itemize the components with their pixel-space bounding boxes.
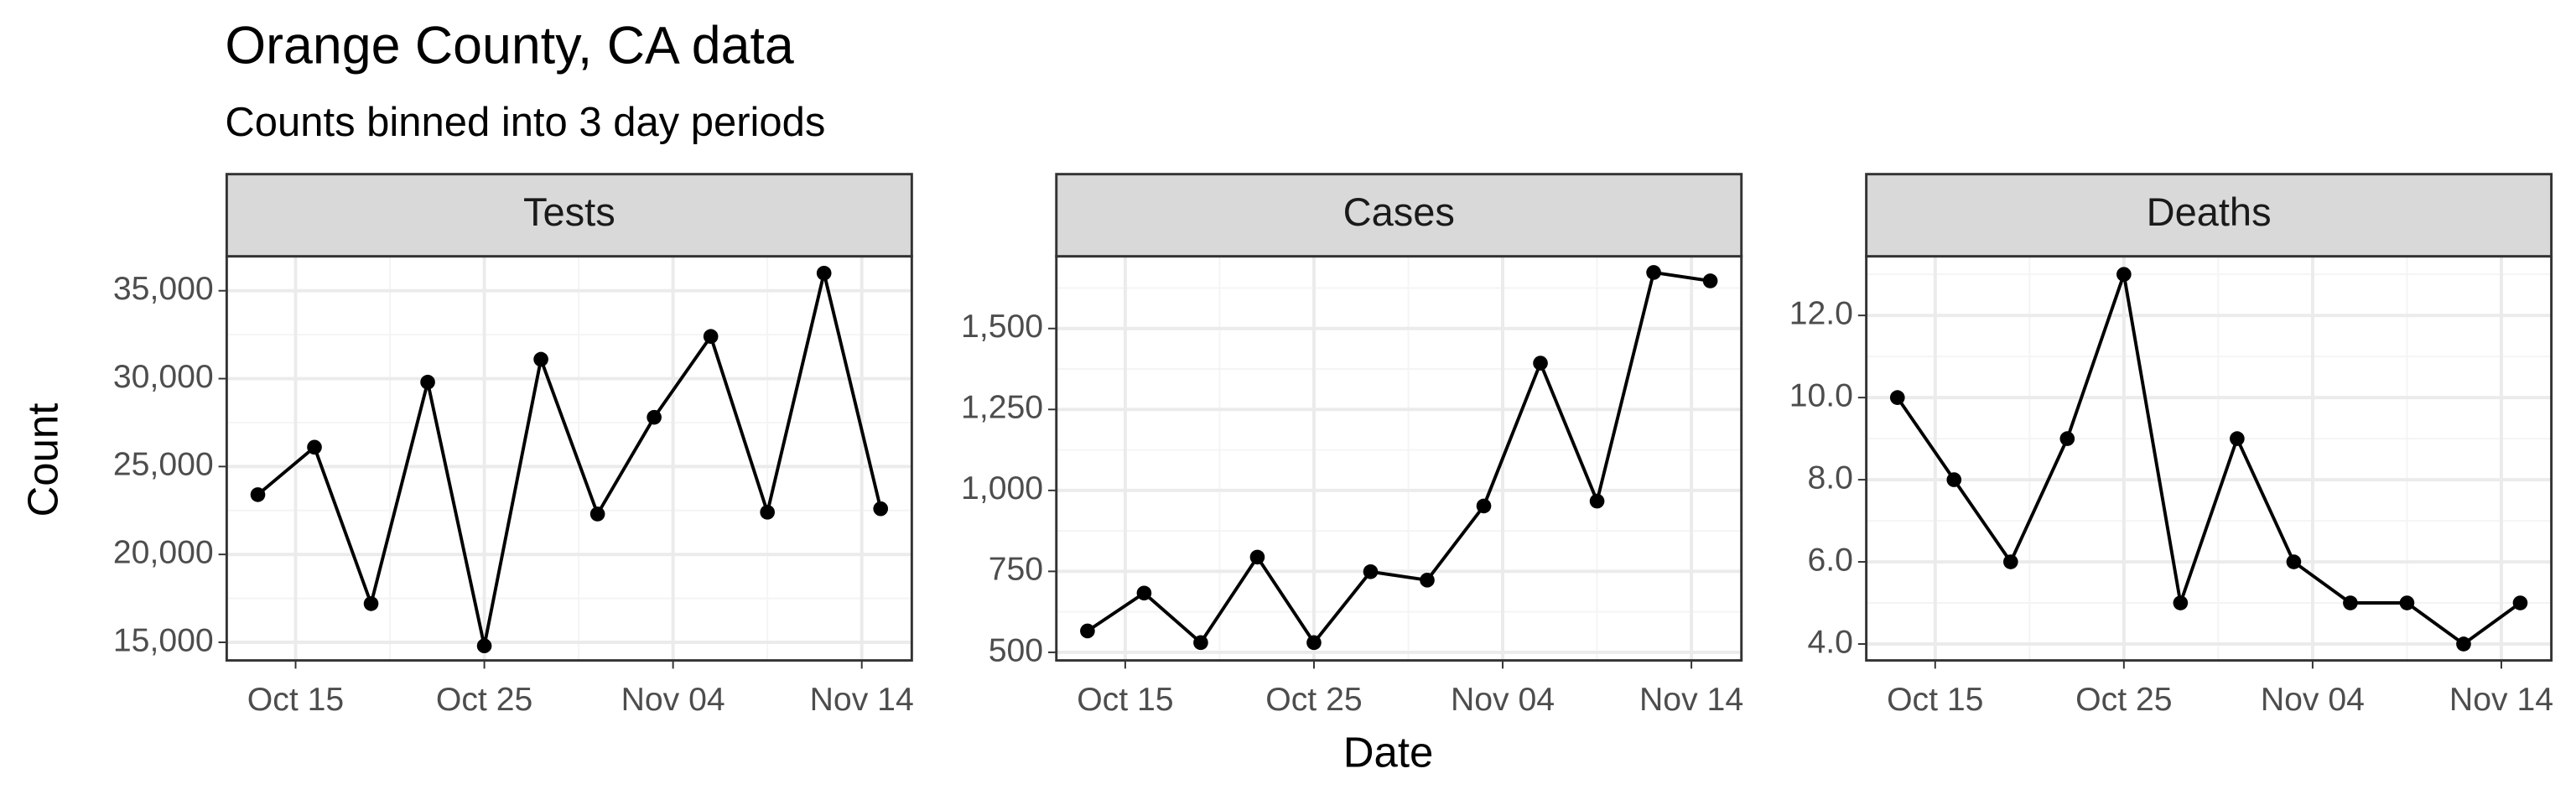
point: [1946, 472, 1962, 487]
y-tick-label: 500: [989, 632, 1043, 668]
x-tick-label: Nov 14: [1639, 682, 1743, 718]
point: [2399, 595, 2415, 610]
line: [257, 273, 883, 647]
y-tick-label: 30,000: [113, 359, 214, 395]
point: [816, 265, 832, 281]
point: [1193, 635, 1208, 651]
x-tick-label: Nov 04: [1451, 682, 1555, 718]
panel-background: [1056, 256, 1742, 661]
y-tick-label: 1,500: [961, 309, 1043, 345]
y-tick-label: 8.0: [1807, 460, 1852, 496]
point: [1249, 549, 1265, 565]
x-tick-label: Nov 14: [810, 682, 914, 718]
x-tick-label: Oct 15: [1887, 682, 1983, 718]
point: [873, 501, 889, 517]
point: [647, 409, 662, 425]
strip: [225, 173, 913, 258]
subtitle: Counts binned into 3 day periods: [225, 100, 825, 145]
point: [1476, 498, 1492, 514]
y-axis-label: Count: [18, 403, 66, 517]
point: [1080, 623, 1095, 639]
y-tick-label: 12.0: [1789, 296, 1853, 332]
point: [1306, 635, 1322, 651]
point: [2456, 636, 2471, 652]
y-tick-label: 1,250: [961, 390, 1043, 426]
panel-background: [226, 256, 912, 661]
point: [2343, 595, 2358, 610]
point: [363, 596, 379, 611]
y-tick-label: 750: [989, 552, 1043, 588]
strip-label: Deaths: [2147, 190, 2272, 234]
y-tick-label: 4.0: [1807, 624, 1852, 660]
title: Orange County, CA data: [225, 16, 793, 75]
point: [1646, 265, 1661, 280]
point: [420, 374, 435, 390]
point: [1702, 273, 1718, 288]
x-tick-label: Nov 04: [621, 682, 725, 718]
y-tick-label: 10.0: [1789, 377, 1853, 413]
strip-label: Tests: [523, 190, 615, 234]
point: [703, 329, 719, 345]
panel-background: [1866, 256, 2552, 661]
x-tick-label: Oct 15: [247, 682, 344, 718]
x-tick-label: Oct 25: [436, 682, 532, 718]
line: [1086, 270, 1711, 646]
point: [589, 506, 605, 522]
x-tick-label: Oct 25: [1265, 682, 1362, 718]
point: [1363, 564, 1379, 579]
strip: [1055, 173, 1743, 258]
y-tick-label: 35,000: [113, 271, 214, 307]
point: [2059, 431, 2075, 446]
y-tick-label: 1,000: [961, 470, 1043, 506]
line: [1896, 273, 2521, 647]
y-tick-label: 15,000: [113, 622, 214, 658]
point: [307, 439, 322, 455]
point: [2002, 554, 2018, 569]
y-tick-label: 25,000: [113, 447, 214, 483]
point: [2173, 595, 2189, 610]
x-axis-label: Date: [1343, 729, 1434, 776]
y-tick-label: 6.0: [1807, 542, 1852, 578]
point: [1533, 356, 1548, 371]
x-tick-label: Oct 25: [2075, 682, 2172, 718]
point: [2230, 431, 2245, 446]
strip-label: Cases: [1343, 190, 1455, 234]
point: [250, 487, 266, 502]
strip: [1865, 173, 2553, 258]
y-tick-label: 20,000: [113, 535, 214, 571]
point: [1889, 390, 1905, 405]
point: [2116, 267, 2132, 282]
x-tick-label: Oct 15: [1077, 682, 1173, 718]
point: [533, 351, 548, 367]
x-tick-label: Nov 14: [2449, 682, 2553, 718]
point: [1589, 493, 1605, 509]
point: [476, 638, 492, 654]
point: [1420, 573, 1435, 588]
point: [2286, 554, 2302, 569]
point: [2512, 595, 2528, 610]
x-tick-label: Nov 04: [2261, 682, 2365, 718]
point: [760, 505, 775, 520]
point: [1136, 585, 1152, 601]
